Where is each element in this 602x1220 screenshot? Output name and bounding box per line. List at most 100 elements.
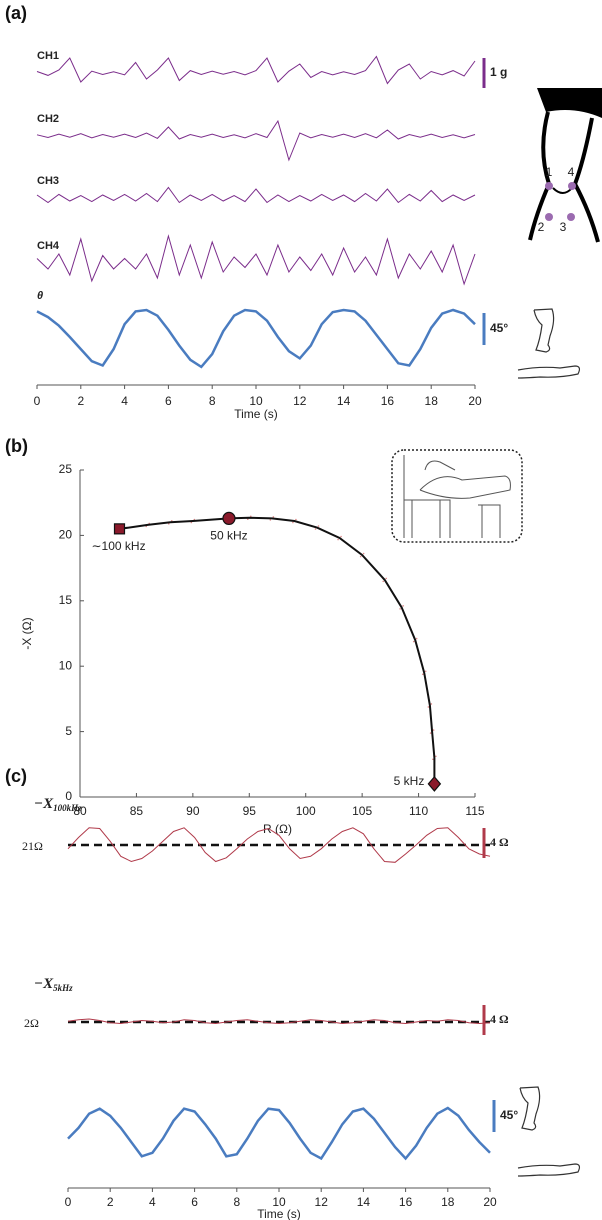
x-tick-label: 80 — [73, 804, 87, 818]
marker-label: 50 kHz — [210, 529, 247, 543]
x-tick-label: 10 — [249, 394, 263, 408]
electrode-label: 4 — [568, 165, 575, 179]
marker — [427, 775, 442, 792]
series-label: CH3 — [37, 175, 59, 187]
y-tick-label: 20 — [59, 528, 73, 542]
impedance-curve — [119, 516, 436, 784]
sample-dot — [269, 519, 272, 521]
x-tick-label: 105 — [352, 804, 372, 818]
reference-label: 21Ω — [22, 839, 43, 853]
series-label: CH4 — [37, 240, 60, 252]
series-subscript: 5kHz — [53, 983, 73, 993]
x-tick-label: 2 — [107, 1195, 114, 1209]
sample-dot — [424, 670, 427, 673]
panel-label: (a) — [5, 3, 27, 23]
sample-dot — [246, 518, 249, 521]
sample-dot — [427, 706, 430, 708]
x-tick-label: 0 — [65, 1195, 72, 1209]
sample-dot — [272, 516, 275, 518]
trace — [36, 186, 476, 204]
x-axis-title: R (Ω) — [263, 822, 292, 836]
series-name: CH4 — [37, 240, 60, 252]
series-subscript: 100kHz — [53, 803, 82, 813]
x-tick-label: 0 — [34, 394, 41, 408]
trace — [36, 234, 476, 286]
x-tick-label: 8 — [233, 1195, 240, 1209]
sample-dot — [385, 577, 388, 580]
y-tick-label: 25 — [59, 462, 73, 476]
trace — [36, 55, 476, 85]
inset-sketch — [391, 449, 523, 543]
marker — [222, 511, 236, 525]
reference-label: 2Ω — [24, 1016, 39, 1030]
x-tick-label: 16 — [381, 394, 395, 408]
x-tick-label: 4 — [149, 1195, 156, 1209]
x-tick-label: 20 — [483, 1195, 497, 1209]
sample-dot — [362, 552, 365, 555]
sample-dot — [432, 758, 434, 761]
y-tick-label: 5 — [65, 724, 72, 738]
x-tick-label: 18 — [425, 394, 439, 408]
x-tick-label: 85 — [130, 804, 144, 818]
x-tick-label: 20 — [468, 394, 482, 408]
sample-dot — [359, 555, 362, 558]
x-tick-label: 12 — [315, 1195, 329, 1209]
x-tick-label: 14 — [357, 1195, 371, 1209]
sample-dot — [421, 673, 424, 676]
scale-bar-label: 1 g — [490, 65, 507, 79]
sample-dot — [429, 732, 432, 734]
series-name: θ — [37, 290, 43, 302]
sample-dot — [432, 729, 435, 731]
sample-dot — [314, 528, 317, 530]
x-tick-label: 8 — [209, 394, 216, 408]
trace — [67, 1106, 491, 1161]
y-tick-label: 0 — [65, 789, 72, 803]
series-name: −X — [34, 796, 54, 812]
x-tick-label: 6 — [191, 1195, 198, 1209]
y-tick-label: 15 — [59, 593, 73, 607]
series-label: θ — [37, 290, 43, 302]
x-tick-label: 10 — [272, 1195, 286, 1209]
sample-dot — [295, 518, 297, 521]
scale-bar-label: 4 Ω — [490, 1012, 509, 1026]
trace — [67, 1018, 491, 1025]
sample-dot — [249, 515, 252, 518]
leg-icon — [517, 308, 581, 1177]
panel-label: (b) — [5, 436, 28, 456]
sample-dot — [412, 640, 415, 643]
series-label: −X100kHz — [34, 796, 82, 813]
sample-dot — [382, 580, 385, 583]
y-axis-title: -X (Ω) — [20, 617, 34, 649]
trace — [36, 308, 476, 369]
x-tick-label: 2 — [77, 394, 84, 408]
sample-dot — [399, 608, 401, 610]
x-tick-label: 16 — [399, 1195, 413, 1209]
marker — [113, 523, 126, 535]
sample-dot — [430, 703, 433, 705]
electrode-label: 2 — [538, 220, 545, 234]
x-axis-title: Time (s) — [257, 1207, 301, 1220]
x-tick-label: 90 — [186, 804, 200, 818]
series-name: CH1 — [37, 50, 59, 62]
x-tick-label: 6 — [165, 394, 172, 408]
y-tick-label: 10 — [59, 658, 73, 672]
panel-label: (c) — [5, 766, 27, 786]
trace — [36, 119, 476, 162]
x-tick-label: 115 — [465, 804, 484, 818]
scale-bar-label: 45° — [500, 1108, 518, 1122]
series-label: CH2 — [37, 113, 59, 125]
x-tick-label: 100 — [296, 804, 316, 818]
x-tick-label: 110 — [409, 804, 428, 818]
sample-dot — [292, 521, 294, 524]
sample-dot — [337, 538, 339, 541]
series-name: −X — [34, 976, 54, 992]
marker-label: 5 kHz — [394, 774, 425, 788]
sample-dot — [402, 605, 404, 607]
series-label: −X5kHz — [34, 976, 73, 993]
knee-diagram — [528, 88, 602, 243]
sample-dot — [435, 755, 437, 758]
sample-dot — [317, 525, 320, 527]
electrode-label: 3 — [560, 220, 567, 234]
